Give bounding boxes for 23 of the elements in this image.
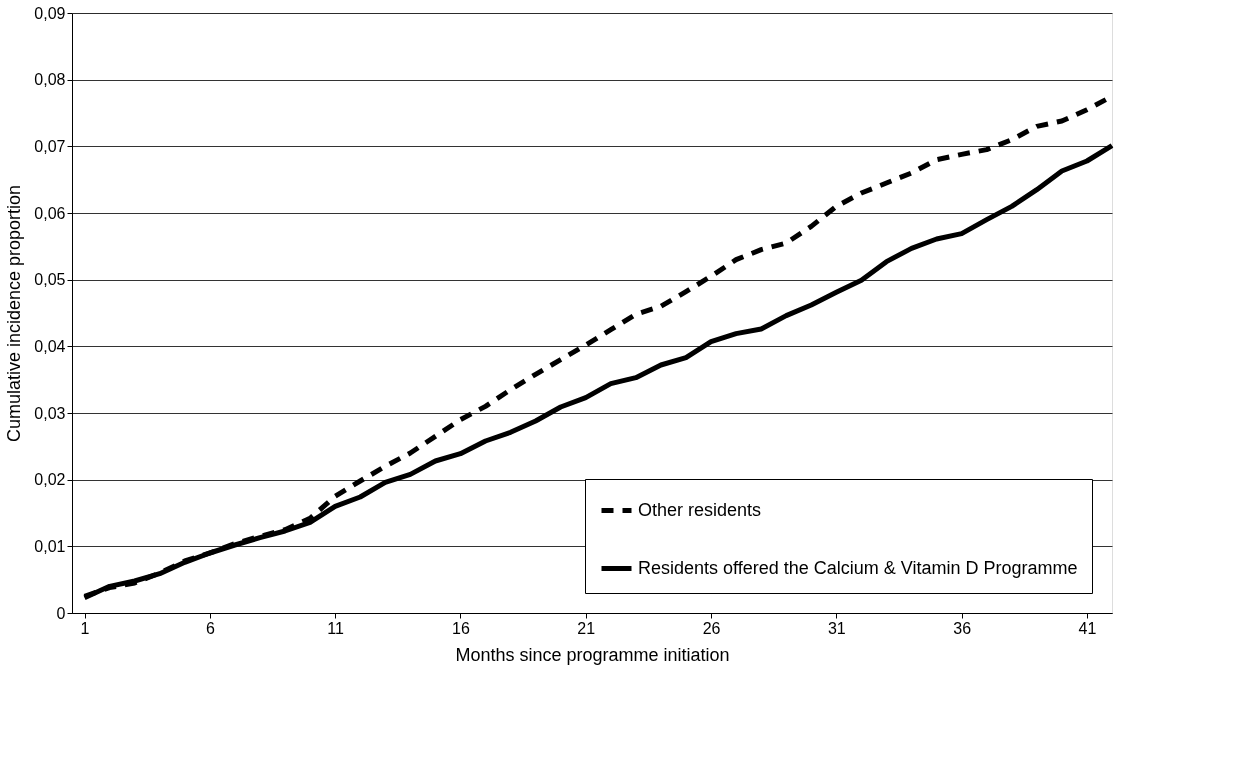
x-tick-label: 1	[80, 619, 90, 637]
x-tick-label: 21	[577, 619, 596, 637]
y-tick-label: 0,04	[34, 337, 66, 355]
y-tick-label: 0,09	[34, 4, 66, 22]
y-tick-label: 0,08	[34, 71, 66, 89]
x-tick-label: 26	[702, 619, 721, 637]
y-tick-label: 0,07	[34, 137, 66, 155]
legend-label: Other residents	[638, 499, 762, 520]
y-tick-label: 0,03	[34, 404, 66, 422]
y-tick-label: 0,06	[34, 204, 66, 222]
x-tick-label: 41	[1078, 619, 1097, 637]
x-tick-label: 6	[205, 619, 215, 637]
legend-label: Residents offered the Calcium & Vitamin D Programme	[638, 557, 1078, 578]
y-tick-label: 0	[56, 604, 66, 622]
x-tick-label: 11	[327, 619, 345, 637]
y-axis-title: Cumulative incidence proportion	[4, 184, 25, 443]
x-axis-title: Months since programme initiation	[455, 644, 730, 665]
y-tick-label: 0,02	[34, 471, 66, 489]
x-tick-label: 16	[452, 619, 470, 637]
x-tick-label: 36	[953, 619, 972, 637]
y-tick-label: 0,05	[34, 271, 66, 289]
x-tick-label: 31	[827, 619, 846, 637]
y-tick-label: 0,01	[34, 537, 66, 555]
